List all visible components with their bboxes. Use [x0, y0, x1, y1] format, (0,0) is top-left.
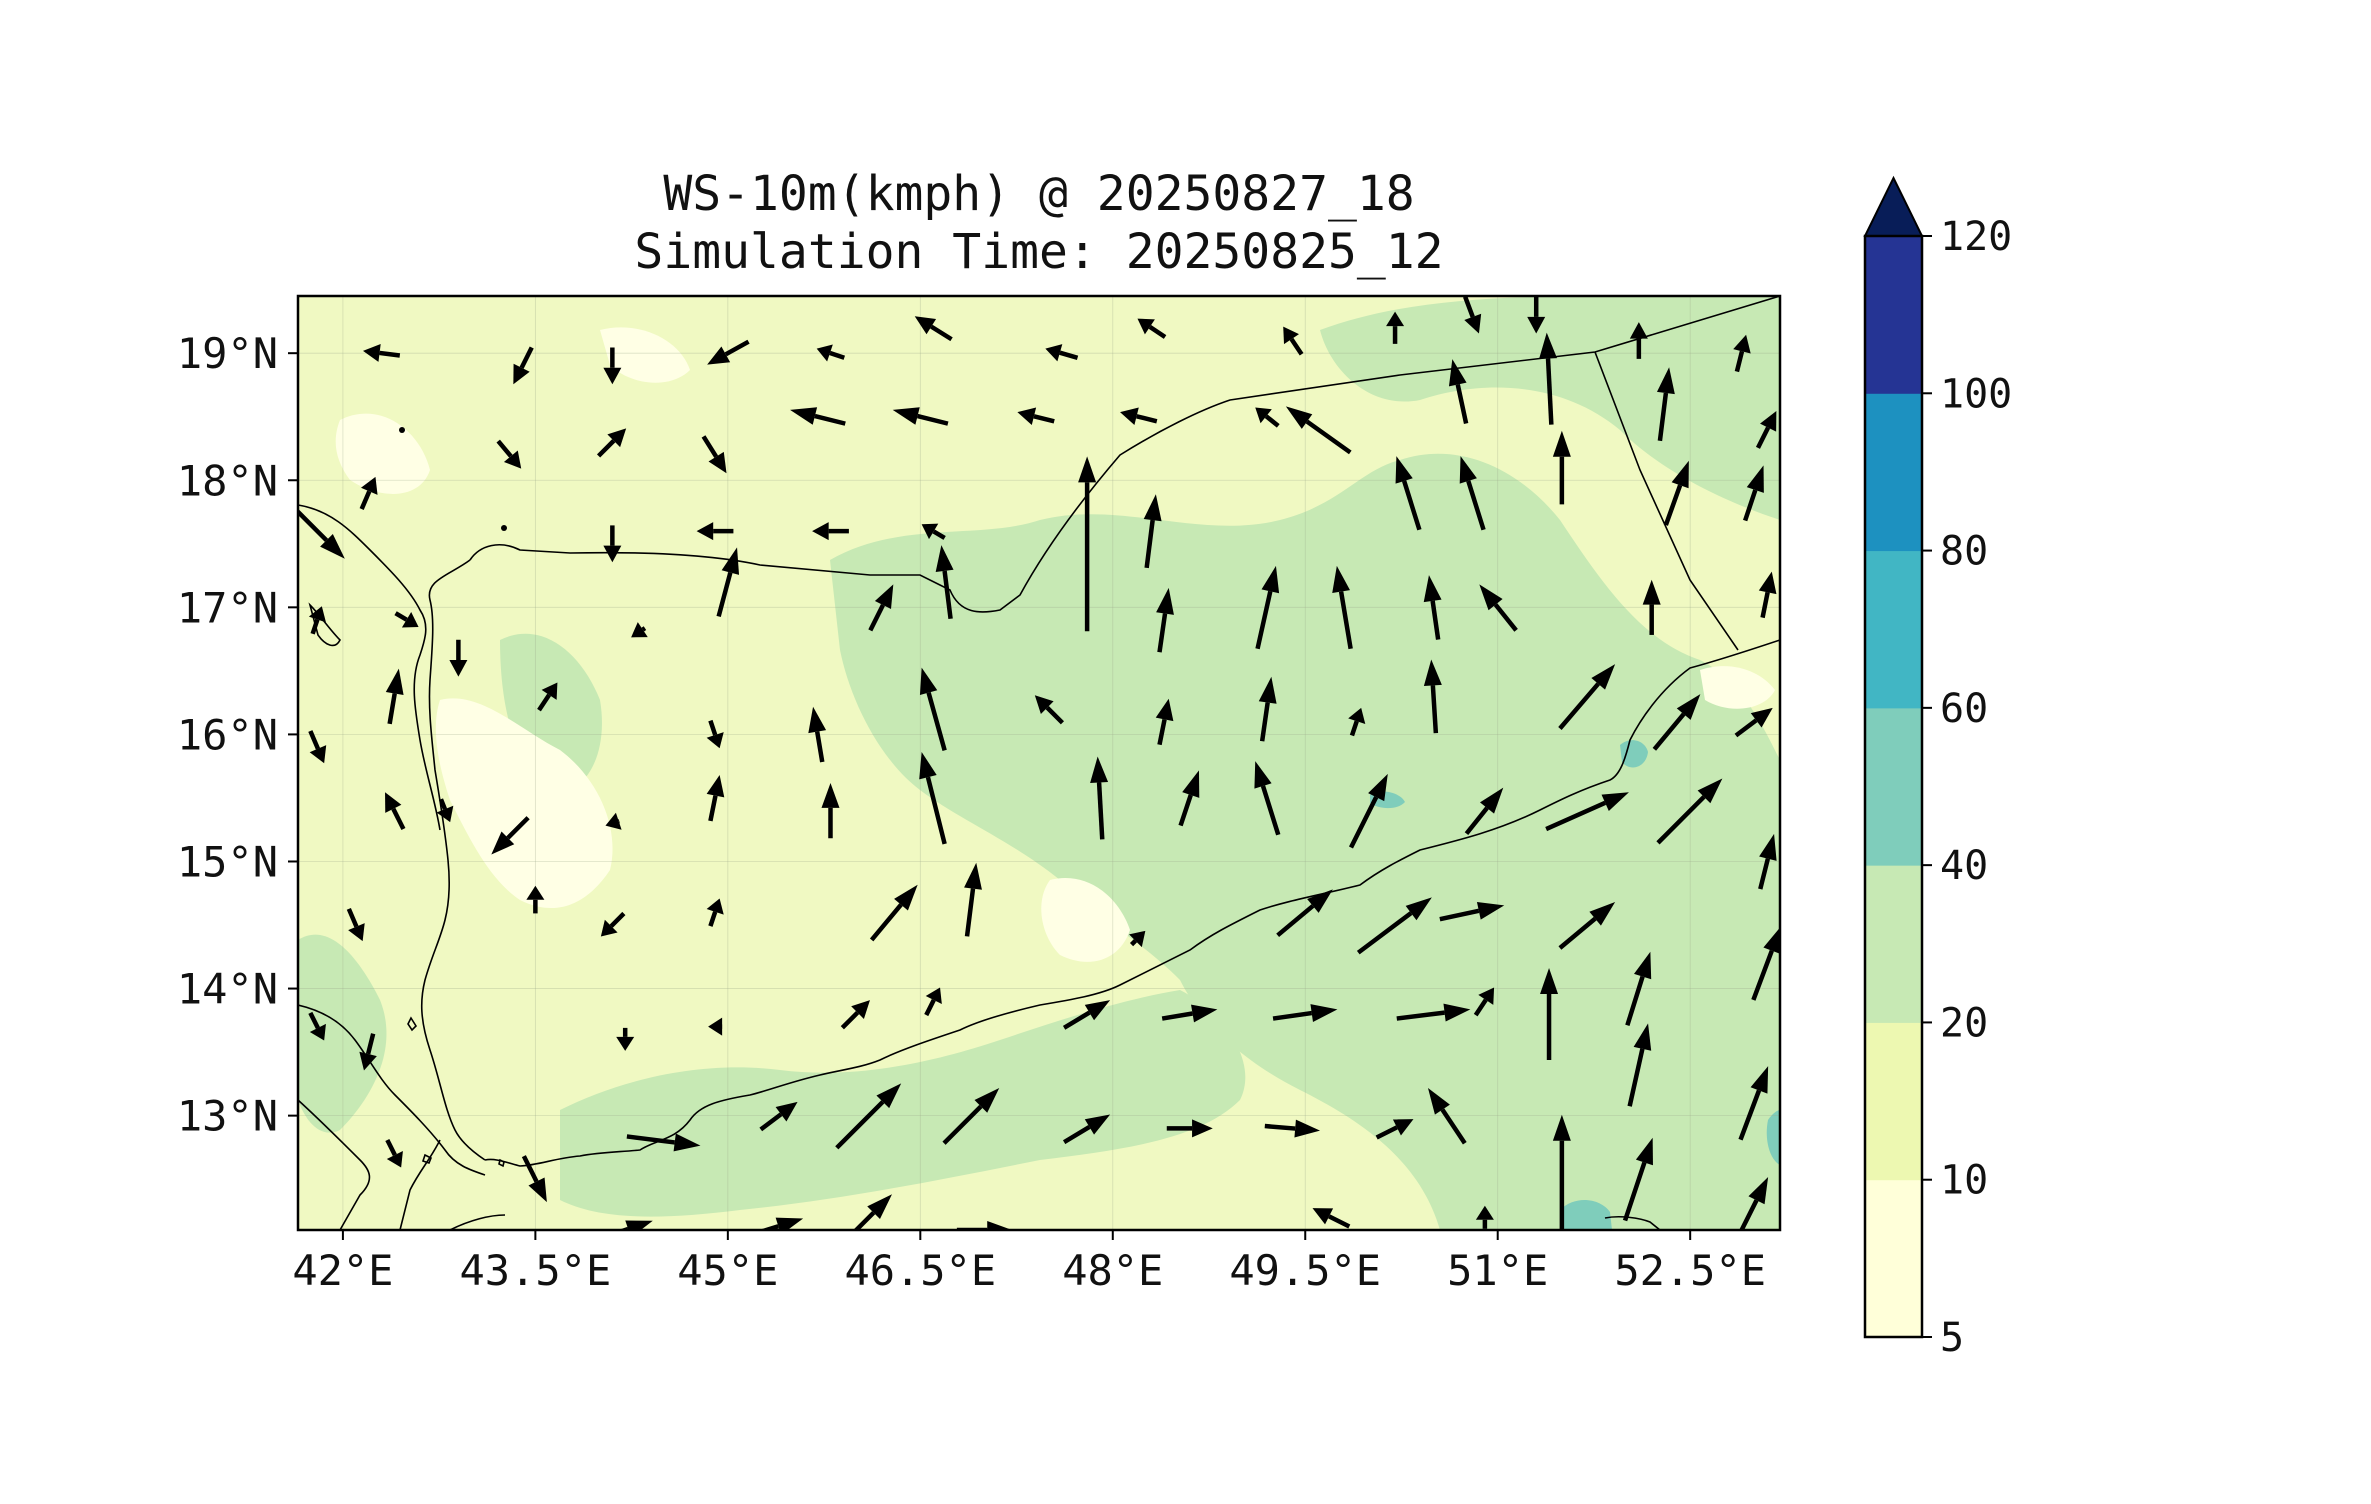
map-title-line1: WS-10m(kmph) @ 20250827_18: [663, 166, 1414, 222]
colorbar-segment: [1865, 1180, 1922, 1338]
map-area: [290, 296, 1781, 1244]
island-dot-farasan-north: [501, 525, 507, 531]
y-tick-label: 14°N: [177, 965, 278, 1014]
y-tick-label: 17°N: [177, 583, 278, 632]
latitude-axis: 19°N 18°N 17°N 16°N 15°N 14°N 13°N: [177, 329, 298, 1140]
x-tick-label: 46.5°E: [844, 1246, 996, 1295]
map-title-line2: Simulation Time: 20250825_12: [634, 224, 1443, 280]
colorbar-tick-label: 60: [1940, 686, 1988, 732]
colorbar-segment: [1865, 1022, 1922, 1180]
x-tick-label: 51°E: [1447, 1246, 1548, 1295]
x-tick-label: 45°E: [677, 1246, 778, 1295]
island-dot-north: [399, 427, 405, 433]
y-tick-label: 16°N: [177, 710, 278, 759]
colorbar-segment: [1865, 865, 1922, 1023]
colorbar: 5 10 20 40 60 80 100 120: [1865, 178, 2012, 1361]
colorbar-segment: [1865, 551, 1922, 709]
colorbar-tick-label: 20: [1940, 1000, 1988, 1046]
y-tick-label: 18°N: [177, 456, 278, 505]
y-tick-label: 15°N: [177, 837, 278, 886]
x-tick-label: 42°E: [292, 1246, 393, 1295]
colorbar-tick-label: 120: [1940, 214, 2012, 260]
colorbar-tick-label: 10: [1940, 1158, 1988, 1204]
y-tick-label: 19°N: [177, 329, 278, 378]
x-tick-label: 52.5°E: [1614, 1246, 1766, 1295]
x-tick-label: 43.5°E: [460, 1246, 612, 1295]
colorbar-tick-label: 5: [1940, 1315, 1964, 1361]
longitude-axis: 42°E 43.5°E 45°E 46.5°E 48°E 49.5°E 51°E 52.5°E: [292, 1230, 1766, 1295]
colorbar-segment: [1865, 708, 1922, 866]
colorbar-tick-label: 80: [1940, 529, 1988, 575]
x-tick-label: 49.5°E: [1229, 1246, 1381, 1295]
colorbar-extend-arrow: [1865, 178, 1922, 236]
colorbar-tick-label: 40: [1940, 843, 1988, 889]
colorbar-tick-label: 100: [1940, 371, 2012, 417]
y-tick-label: 13°N: [177, 1092, 278, 1141]
colorbar-segment: [1865, 236, 1922, 394]
x-tick-label: 48°E: [1062, 1246, 1163, 1295]
colorbar-segment: [1865, 393, 1922, 551]
